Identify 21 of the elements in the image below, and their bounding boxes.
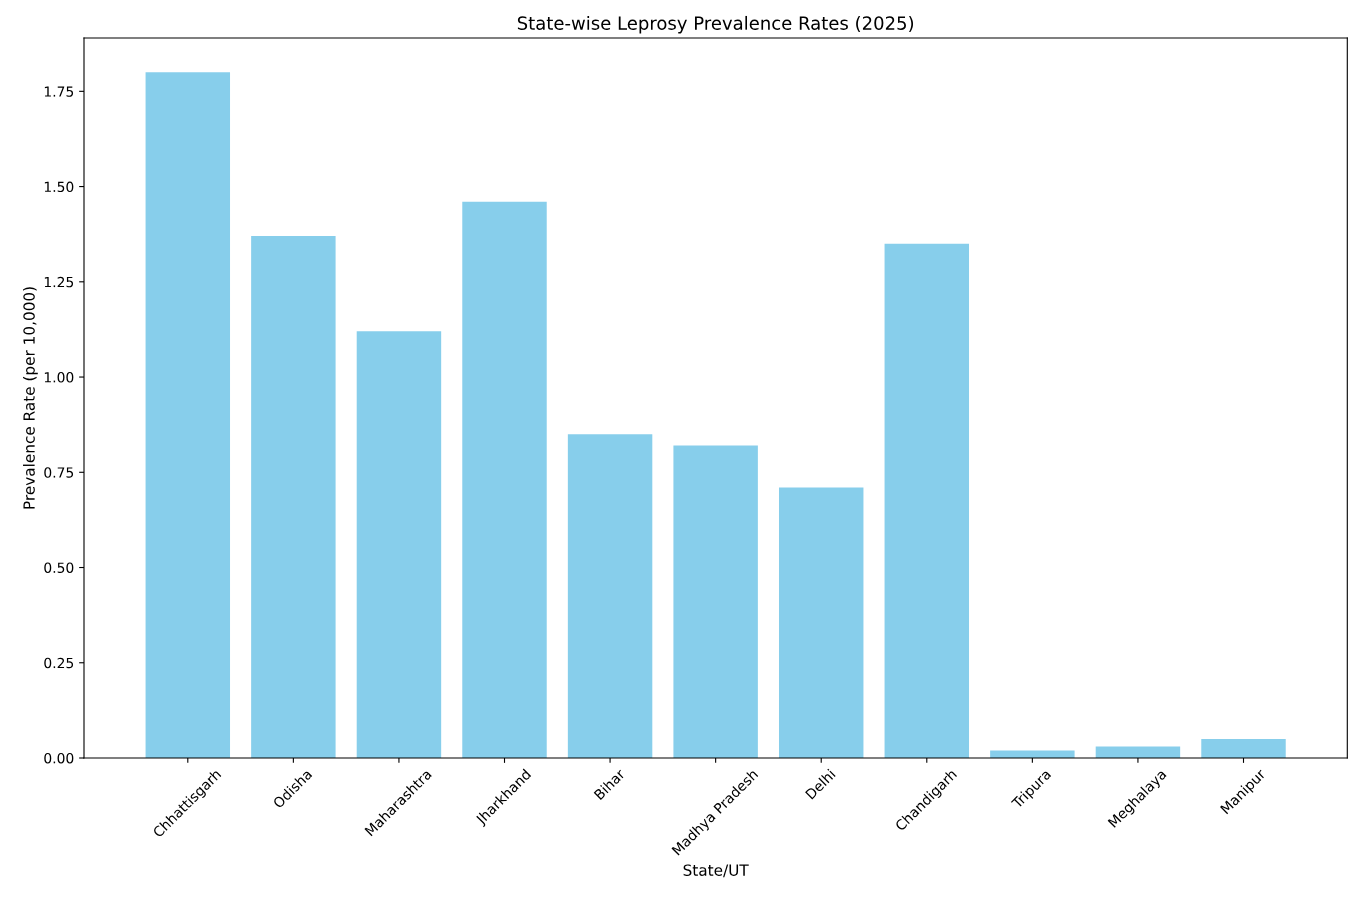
bar: [251, 236, 336, 758]
y-tick-label: 0.00: [44, 752, 74, 764]
chart-title: State-wise Leprosy Prevalence Rates (2025): [517, 15, 914, 34]
x-axis-title: State/UT: [683, 864, 749, 878]
y-tick-label: 0.75: [44, 467, 74, 478]
y-tick-label: 1.50: [44, 181, 74, 193]
y-tick-label: 1.25: [44, 276, 74, 288]
y-axis-title: Prevalence Rate (per 10,000): [23, 287, 38, 509]
y-tick-label: 0.25: [44, 657, 74, 669]
bar: [567, 434, 653, 758]
bar: [990, 750, 1075, 758]
y-tick-label: 1.75: [44, 86, 74, 97]
y-tick-label: 1.00: [44, 372, 74, 383]
bar: [145, 72, 231, 758]
bar: [1201, 738, 1286, 758]
bar: [462, 201, 547, 758]
bar: [884, 243, 970, 758]
bar: [673, 445, 758, 758]
bar: [356, 331, 442, 758]
y-tick-label: 0.50: [44, 562, 74, 573]
bar: [778, 487, 864, 758]
